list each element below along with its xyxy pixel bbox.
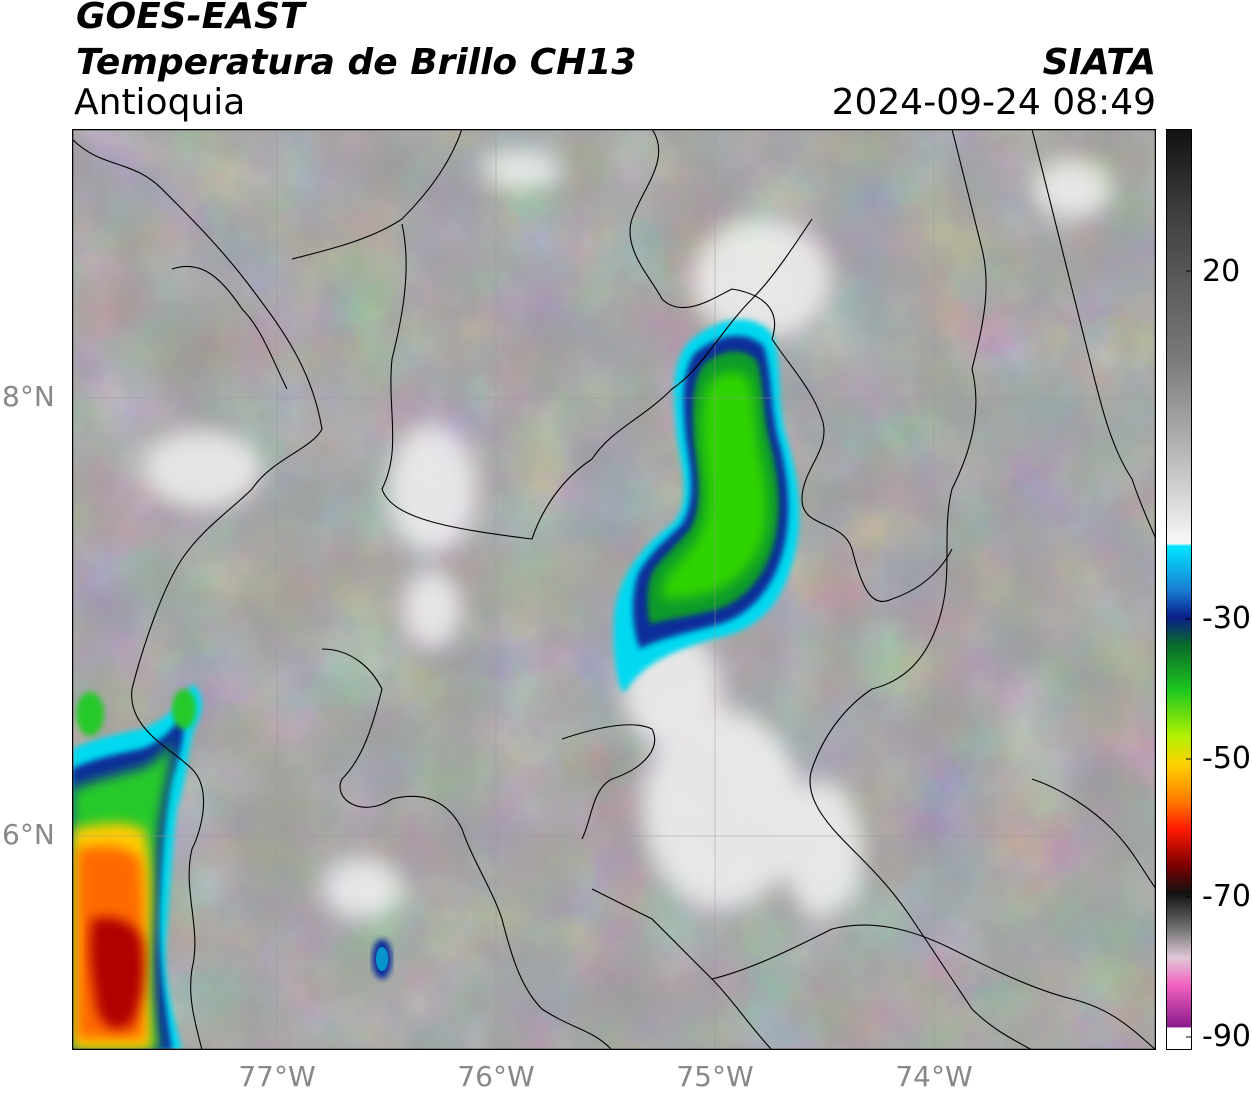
lon-tick-74w: 74°W xyxy=(895,1060,973,1093)
lon-tick-77w: 77°W xyxy=(238,1060,316,1093)
product-title: GOES-EAST xyxy=(76,0,305,37)
colorbar xyxy=(1166,129,1192,1050)
lat-tick-6n: 6°N xyxy=(2,818,55,851)
lat-tick-8n: 8°N xyxy=(2,380,55,413)
source-label: SIATA xyxy=(1042,42,1156,83)
colorbar-tick-20: 20 xyxy=(1202,254,1241,289)
lon-tick-76w: 76°W xyxy=(457,1060,535,1093)
colorbar-tick-minus30: -30 xyxy=(1202,601,1251,636)
datetime-label: 2024-09-24 08:49 xyxy=(831,82,1156,123)
colorbar-tick-minus70: -70 xyxy=(1202,879,1251,914)
colorbar-tick-minus90: -90 xyxy=(1202,1019,1251,1054)
convective-cloud xyxy=(613,319,800,692)
channel-subtitle: Temperatura de Brillo CH13 xyxy=(76,42,637,83)
colorbar-tick-minus50: -50 xyxy=(1202,741,1251,776)
gridlines xyxy=(72,129,1156,1050)
region-label: Antioquia xyxy=(74,82,246,123)
white-cloud-areas xyxy=(142,149,1112,919)
boundary-lines xyxy=(72,129,1156,1050)
lon-tick-75w: 75°W xyxy=(676,1060,754,1093)
pacific-cloud-system xyxy=(72,684,392,1050)
satellite-map xyxy=(72,129,1156,1050)
